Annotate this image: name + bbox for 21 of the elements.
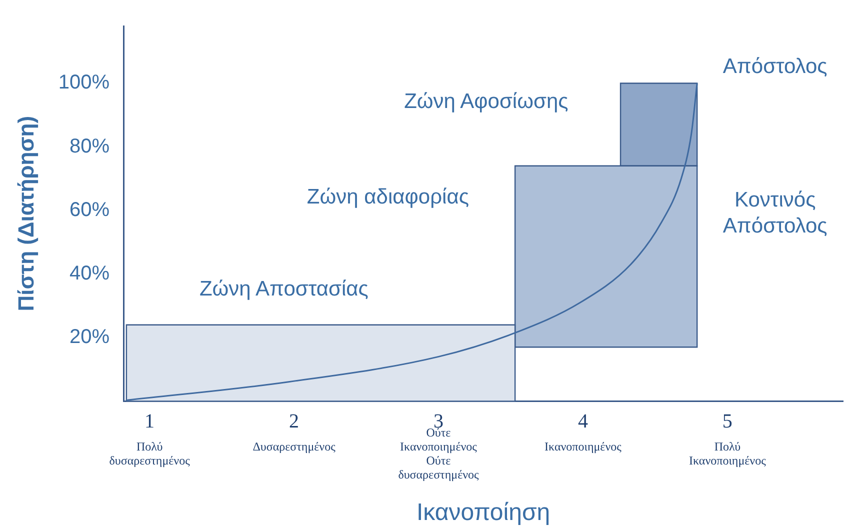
y-tick-label: 20% (70, 326, 110, 348)
annotation: Απόστολος (722, 55, 828, 78)
x-tick-label: 2 (289, 410, 300, 432)
annotation: Ζώνη Αφοσίωσης (404, 90, 568, 114)
y-tick-label: 40% (70, 262, 110, 285)
text: Πολύ δυσαρεστημένος (109, 439, 190, 468)
annotation: Ζώνη Αποστασίας (199, 278, 368, 301)
y-axis-title: Πίστη (Διατήρηση) (13, 116, 38, 312)
text: Ικανοποιημένος (544, 439, 622, 454)
annotation: Κοντινός Απόστολος (722, 188, 828, 238)
x-axis-title: Ικανοποίηση (416, 499, 550, 526)
annotation: Ζώνη αδιαφορίας (306, 186, 469, 208)
text: Πολύ Ικανοποιημένος (688, 439, 766, 468)
y-tick-label: 100% (58, 72, 110, 94)
line-series (126, 82, 698, 401)
y-tick-label: 80% (70, 135, 110, 158)
x-tick-label: 5 (722, 410, 732, 432)
y-tick-label: 60% (70, 198, 110, 221)
x-tick-label: 1 (144, 410, 155, 432)
x-tick-label: 4 (578, 410, 588, 432)
text: Δυσαρεστημένος (252, 439, 336, 454)
